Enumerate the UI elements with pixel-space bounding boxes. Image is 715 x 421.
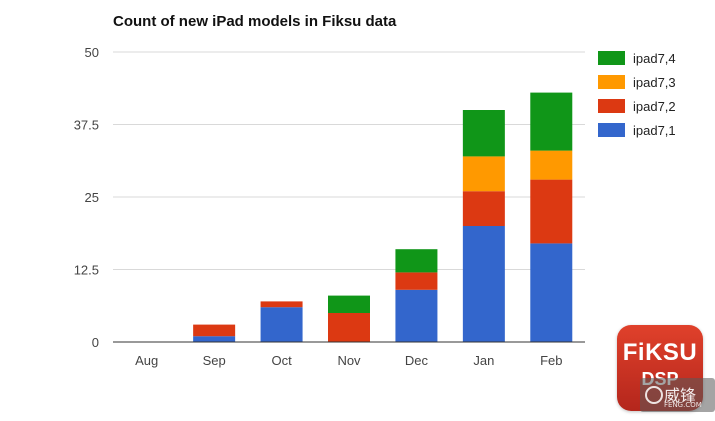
watermark-sub: FENG.COM bbox=[664, 401, 702, 409]
bar-ipad7-2-oct bbox=[260, 301, 303, 308]
legend-label: ipad7,1 bbox=[633, 123, 676, 138]
legend-swatch bbox=[598, 123, 625, 137]
y-tick-label: 50 bbox=[85, 45, 99, 60]
legend-swatch bbox=[598, 75, 625, 89]
legend-label: ipad7,3 bbox=[633, 75, 676, 90]
legend-label: ipad7,2 bbox=[633, 99, 676, 114]
bar-ipad7-4-feb bbox=[530, 92, 573, 151]
x-tick-label: Feb bbox=[540, 353, 562, 368]
legend-swatch bbox=[598, 51, 625, 65]
y-tick-label: 37.5 bbox=[74, 118, 99, 133]
bar-ipad7-3-jan bbox=[462, 156, 505, 192]
bar-ipad7-2-dec bbox=[395, 272, 438, 290]
bar-ipad7-2-sep bbox=[193, 324, 236, 337]
bar-ipad7-4-jan bbox=[462, 110, 505, 157]
watermark: 威锋 FENG.COM bbox=[640, 378, 715, 412]
bar-ipad7-3-feb bbox=[530, 150, 573, 180]
y-tick-label: 0 bbox=[92, 335, 99, 350]
chart-title: Count of new iPad models in Fiksu data bbox=[113, 13, 397, 30]
bar-ipad7-1-oct bbox=[260, 307, 303, 342]
y-tick-label: 25 bbox=[85, 190, 99, 205]
x-tick-label: Jan bbox=[473, 353, 494, 368]
bar-ipad7-4-dec bbox=[395, 249, 438, 273]
bars bbox=[193, 92, 573, 342]
bar-ipad7-1-jan bbox=[462, 226, 505, 342]
legend-label: ipad7,4 bbox=[633, 51, 676, 66]
x-tick-label: Dec bbox=[405, 353, 429, 368]
x-tick-label: Oct bbox=[271, 353, 292, 368]
legend-swatch bbox=[598, 99, 625, 113]
axes: 0 12.5 25 37.5 50 Aug Sep Oct Nov Dec Jan Feb bbox=[74, 45, 585, 368]
x-tick-label: Sep bbox=[203, 353, 226, 368]
bar-ipad7-2-jan bbox=[462, 191, 505, 226]
bar-ipad7-4-nov bbox=[328, 295, 370, 313]
watermark-icon bbox=[645, 386, 663, 404]
legend: ipad7,4 ipad7,3 ipad7,2 ipad7,1 bbox=[598, 51, 676, 138]
bar-ipad7-2-nov bbox=[328, 313, 370, 342]
bar-ipad7-1-feb bbox=[530, 243, 573, 342]
logo-main-text: FiKSU bbox=[622, 339, 698, 366]
bar-ipad7-1-sep bbox=[193, 336, 236, 342]
bar-ipad7-2-feb bbox=[530, 179, 573, 244]
bar-ipad7-1-dec bbox=[395, 289, 438, 342]
x-tick-label: Aug bbox=[135, 353, 158, 368]
gridlines bbox=[113, 51, 585, 270]
x-tick-label: Nov bbox=[337, 353, 361, 368]
watermark-text: 威锋 bbox=[664, 386, 697, 405]
y-tick-label: 12.5 bbox=[74, 263, 99, 278]
